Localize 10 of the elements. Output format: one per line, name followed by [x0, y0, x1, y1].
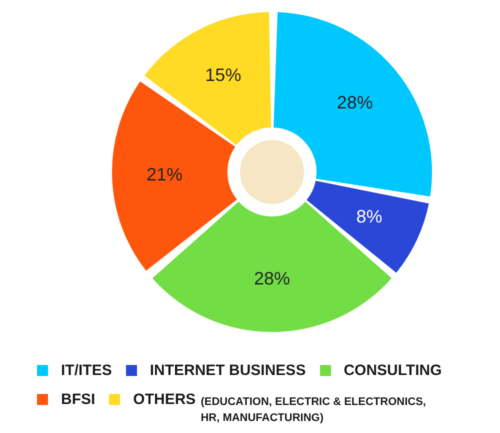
- data-label: 15%: [205, 65, 242, 86]
- legend-label: CONSULTING: [344, 362, 442, 379]
- legend-label: BFSI: [61, 391, 96, 408]
- data-label: 21%: [146, 164, 183, 184]
- legend-label: IT/ITES: [61, 362, 112, 379]
- data-label: 28%: [336, 92, 373, 112]
- legend-label: OTHERS (EDUCATION, ELECTRIC & ELECTRONICS, HR, MANUFACTURING): [133, 391, 427, 426]
- data-label: 28%: [254, 268, 290, 288]
- data-label: 8%: [356, 206, 382, 227]
- legend-label: INTERNET BUSINESS: [150, 362, 306, 379]
